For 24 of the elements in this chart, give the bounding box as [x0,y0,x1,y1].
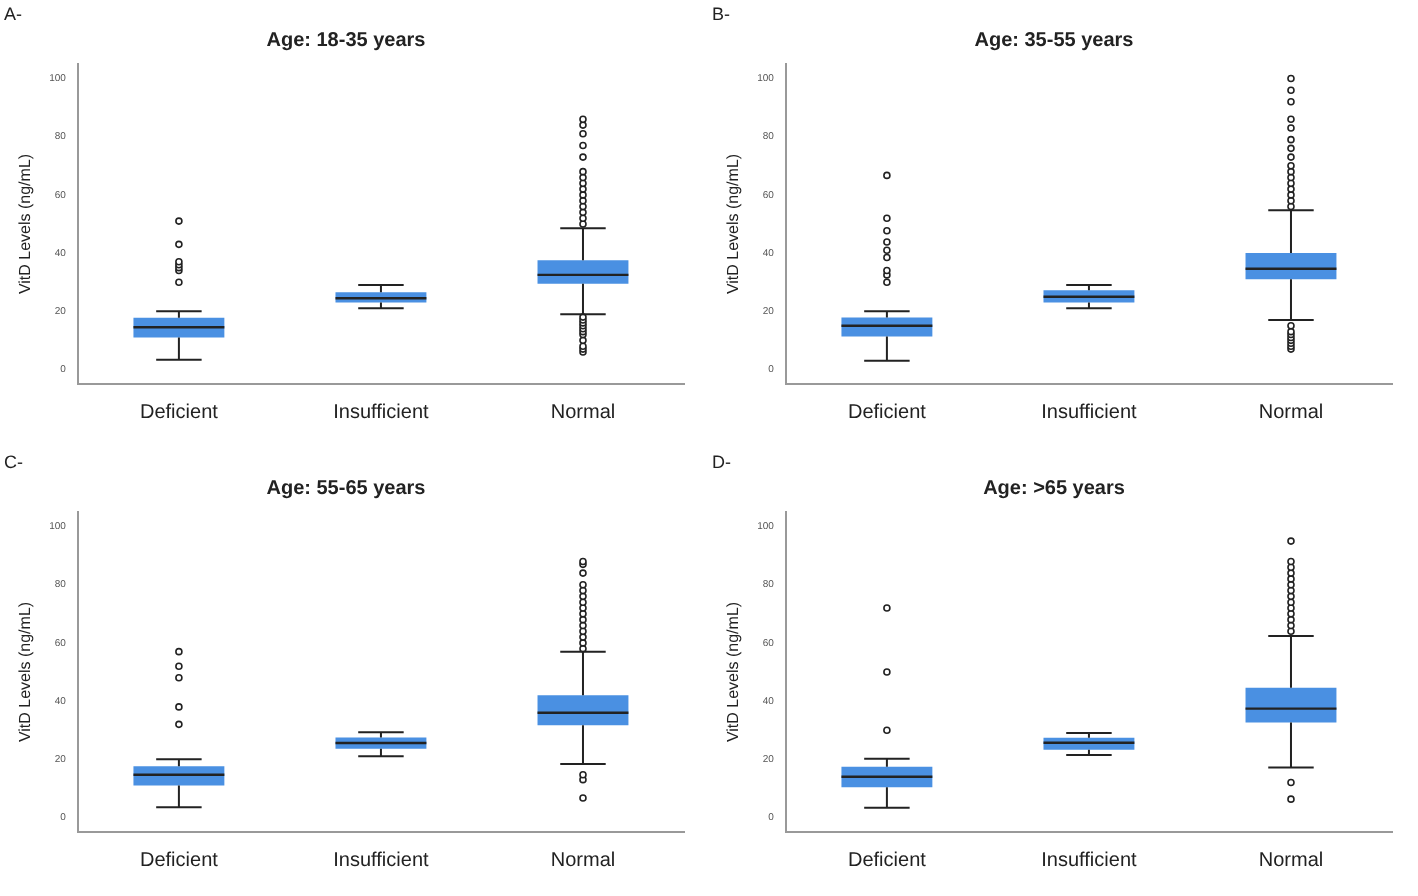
chart-title: Age: >65 years [983,477,1126,500]
x-tick-label: Insufficient [1041,849,1137,872]
chart-title: Age: 55-65 years [266,477,427,500]
text: A- [4,4,22,24]
x-tick-label: Normal [550,401,616,424]
x-tick-label: Deficient [848,849,927,872]
x-tick-label: Deficient [140,401,219,424]
y-axis-title: VitD Levels (ng/mL) [724,601,743,743]
x-tick-label: Normal [1258,849,1324,872]
x-tick-label: Insufficient [1041,401,1137,424]
chart-title: Age: 35-55 years [974,29,1135,52]
x-tick-label: Normal [1258,401,1324,424]
text: C- [4,452,23,472]
x-tick-label: Deficient [140,849,219,872]
text: D- [712,452,731,472]
x-tick-label: Insufficient [333,849,429,872]
x-tick-label: Insufficient [333,401,429,424]
y-axis-title: VitD Levels (ng/mL) [724,153,743,295]
text: B- [712,4,730,24]
y-axis-title: VitD Levels (ng/mL) [16,601,35,743]
y-axis-title: VitD Levels (ng/mL) [16,153,35,295]
chart-title: Age: 18-35 years [266,29,427,52]
x-tick-label: Normal [550,849,616,872]
x-tick-label: Deficient [848,401,927,424]
